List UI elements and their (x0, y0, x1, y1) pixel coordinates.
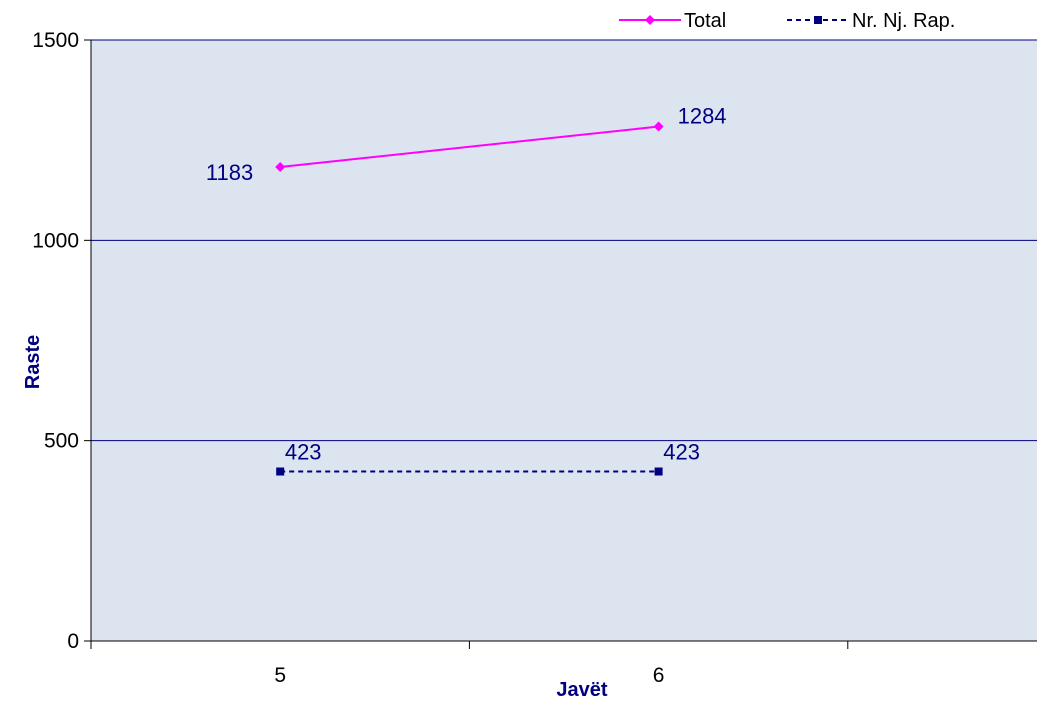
data-label: 1284 (678, 104, 727, 129)
legend-label: Total (684, 10, 726, 32)
series-layer: 1183 1284 423 423 (206, 104, 727, 476)
series-nr-nj-rap: 423 423 (276, 440, 700, 476)
data-point-marker (654, 467, 663, 476)
x-tick-label: 6 (653, 664, 665, 687)
y-tick-label: 1500 (32, 29, 79, 52)
data-point-marker (276, 467, 285, 476)
x-axis-title: Javët (556, 679, 607, 701)
legend-label: Nr. Nj. Rap. (852, 10, 955, 32)
legend-item: Nr. Nj. Rap. (787, 10, 955, 32)
legend-swatch-marker (645, 15, 655, 25)
data-point-marker (653, 121, 664, 132)
plot-area (91, 40, 1037, 641)
legend: Total Nr. Nj. Rap. (619, 10, 955, 32)
x-tick-label: 5 (274, 664, 286, 687)
data-point-marker (275, 162, 286, 173)
y-tick-label: 0 (67, 630, 79, 653)
legend-item: Total (619, 10, 726, 32)
legend-swatch-marker (814, 16, 822, 24)
data-label: 423 (663, 440, 700, 465)
series-total: 1183 1284 (206, 104, 727, 185)
y-ticks: 0 500 1000 1500 (32, 29, 91, 653)
data-label: 1183 (206, 160, 253, 185)
y-axis-title: Raste (22, 335, 44, 389)
series-line (280, 125, 659, 169)
y-tick-label: 500 (44, 430, 79, 453)
data-label: 423 (285, 440, 322, 465)
y-tick-label: 1000 (32, 229, 79, 252)
gridlines (91, 39, 1037, 442)
